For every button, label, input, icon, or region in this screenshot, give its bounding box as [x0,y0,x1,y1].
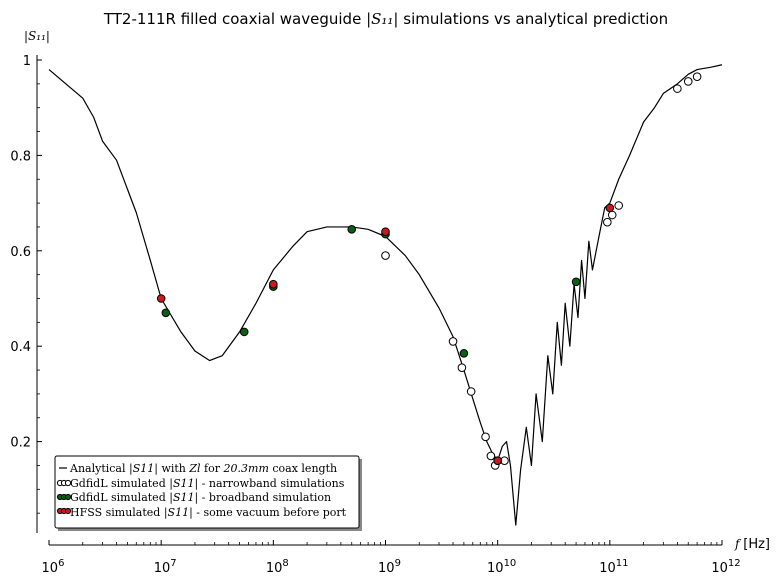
x-tick-label: 107 [154,558,177,576]
legend-box [54,455,360,529]
y-tick-label: 0.2 [10,436,31,451]
legend-entry-analytical: Analytical |S11| with Zl for 20.3mm coax… [69,462,337,476]
data-point-series-1 [603,217,612,227]
y-tick-label: 0.8 [10,149,31,164]
legend-entry-narrowband: GdfidL simulated |S11| - narrowband simu… [70,477,345,491]
x-tick-label: 106 [42,558,65,576]
data-point-series-3 [493,456,502,465]
x-tick-label: 1012 [711,558,740,576]
data-point-series-1 [466,387,476,396]
legend-entry-hfss: HFSS simulated |S11| - some vacuum befor… [70,506,347,520]
y-tick-label: 0.4 [10,340,31,355]
title-part-2: simulations vs analytical prediction [399,10,669,28]
data-point-series-2 [239,327,249,337]
data-point-series-1 [673,84,682,93]
data-point-series-1 [448,337,458,346]
x-ticks: 106 107 108 109 1010 1011 1012 [42,540,741,576]
x-tick-label: 1010 [487,558,516,576]
legend-entry-broadband: GdfidL simulated |S11| - broadband simul… [70,491,331,505]
data-point-series-1 [614,201,624,210]
data-point-series-2 [571,277,581,287]
data-point-series-1 [481,432,490,442]
y-tick-label: 0.6 [10,245,31,260]
y-ticks: 0.2 0.4 0.6 0.8 1 [10,54,42,514]
data-point-series-2 [459,349,469,358]
data-point-series-3 [156,294,166,303]
chart-title: TT2-111R filled coaxial waveguide |S₁₁| … [103,10,668,28]
y-axis-label: |S₁₁| [24,29,50,43]
title-part-1: TT2-111R filled coaxial waveguide [103,10,366,28]
title-s11-symbol: |S₁₁| [366,10,398,28]
legend: Analytical |S11| with Zl for 20.3mm coax… [54,455,362,531]
x-axis-label: f [Hz] [734,537,770,552]
data-point-series-3 [381,227,390,237]
legend-marker-broadband [56,493,72,501]
x-tick-label: 109 [378,558,401,576]
data-point-series-2 [161,308,171,318]
data-point-series-1 [683,77,693,86]
x-tick-label: 1011 [599,558,628,576]
data-point-series-1 [457,363,467,372]
x-tick-label: 108 [266,558,289,576]
series-layer [48,64,723,526]
legend-marker-hfss [56,507,72,515]
data-point-series-1 [381,251,390,260]
y-tick-label: 1 [23,54,31,69]
data-point-series-2 [347,225,357,234]
data-point-series-3 [605,203,615,213]
data-point-series-3 [269,279,278,289]
legend-marker-narrowband [56,479,72,487]
data-point-series-1 [692,72,702,81]
data-point-series-1 [607,210,617,220]
data-point-series-1 [486,451,496,461]
